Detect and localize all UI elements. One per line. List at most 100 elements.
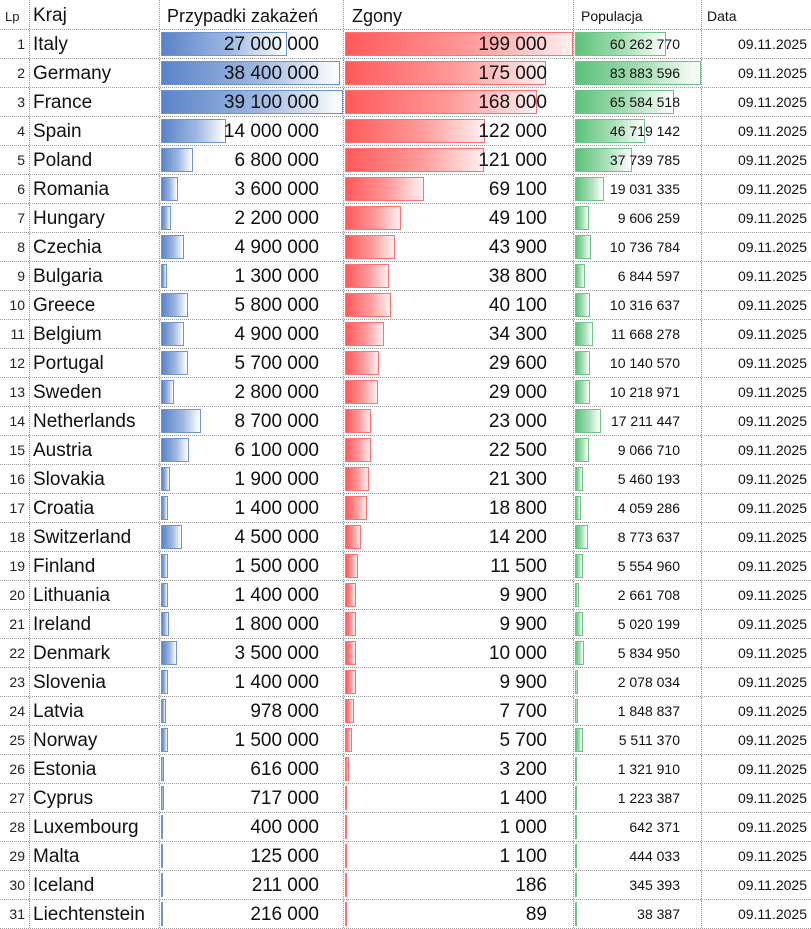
cell-population[interactable]: 83 883 596 [574, 59, 702, 87]
cell-date[interactable]: 09.11.2025 [702, 871, 811, 899]
cell-country[interactable]: Netherlands [30, 407, 160, 435]
cell-population[interactable]: 345 393 [574, 871, 702, 899]
cell-deaths[interactable]: 38 800 [344, 262, 574, 290]
cell-country[interactable]: Spain [30, 117, 160, 145]
cell-cases[interactable]: 211 000 [160, 871, 344, 899]
cell-country[interactable]: Bulgaria [30, 262, 160, 290]
cell-deaths[interactable]: 168 000 [344, 88, 574, 116]
cell-deaths[interactable]: 43 900 [344, 233, 574, 261]
cell-country[interactable]: Portugal [30, 349, 160, 377]
cell-date[interactable]: 09.11.2025 [702, 552, 811, 580]
cell-country[interactable]: Greece [30, 291, 160, 319]
cell-population[interactable]: 4 059 286 [574, 494, 702, 522]
cell-cases[interactable]: 400 000 [160, 813, 344, 841]
cell-date[interactable]: 09.11.2025 [702, 88, 811, 116]
cell-lp[interactable]: 24 [0, 697, 30, 725]
cell-date[interactable]: 09.11.2025 [702, 523, 811, 551]
cell-country[interactable]: Romania [30, 175, 160, 203]
cell-lp[interactable]: 28 [0, 813, 30, 841]
cell-lp[interactable]: 3 [0, 88, 30, 116]
header-country[interactable]: Kraj [30, 0, 160, 29]
cell-deaths[interactable]: 122 000 [344, 117, 574, 145]
cell-lp[interactable]: 26 [0, 755, 30, 783]
cell-deaths[interactable]: 34 300 [344, 320, 574, 348]
cell-country[interactable]: Czechia [30, 233, 160, 261]
cell-deaths[interactable]: 29 600 [344, 349, 574, 377]
cell-deaths[interactable]: 69 100 [344, 175, 574, 203]
cell-deaths[interactable]: 29 000 [344, 378, 574, 406]
cell-cases[interactable]: 125 000 [160, 842, 344, 870]
cell-population[interactable]: 444 033 [574, 842, 702, 870]
cell-cases[interactable]: 2 200 000 [160, 204, 344, 232]
cell-cases[interactable]: 717 000 [160, 784, 344, 812]
cell-lp[interactable]: 12 [0, 349, 30, 377]
cell-cases[interactable]: 14 000 000 [160, 117, 344, 145]
cell-deaths[interactable]: 1 400 [344, 784, 574, 812]
cell-date[interactable]: 09.11.2025 [702, 349, 811, 377]
cell-population[interactable]: 46 719 142 [574, 117, 702, 145]
cell-date[interactable]: 09.11.2025 [702, 262, 811, 290]
cell-cases[interactable]: 4 900 000 [160, 233, 344, 261]
cell-date[interactable]: 09.11.2025 [702, 175, 811, 203]
cell-lp[interactable]: 21 [0, 610, 30, 638]
cell-lp[interactable]: 11 [0, 320, 30, 348]
cell-country[interactable]: Germany [30, 59, 160, 87]
cell-population[interactable]: 2 078 034 [574, 668, 702, 696]
cell-population[interactable]: 5 834 950 [574, 639, 702, 667]
cell-date[interactable]: 09.11.2025 [702, 900, 811, 928]
cell-population[interactable]: 38 387 [574, 900, 702, 928]
cell-lp[interactable]: 9 [0, 262, 30, 290]
cell-country[interactable]: Estonia [30, 755, 160, 783]
cell-country[interactable]: Austria [30, 436, 160, 464]
cell-lp[interactable]: 5 [0, 146, 30, 174]
cell-cases[interactable]: 8 700 000 [160, 407, 344, 435]
cell-date[interactable]: 09.11.2025 [702, 697, 811, 725]
cell-lp[interactable]: 19 [0, 552, 30, 580]
cell-date[interactable]: 09.11.2025 [702, 494, 811, 522]
cell-population[interactable]: 5 460 193 [574, 465, 702, 493]
cell-population[interactable]: 9 606 259 [574, 204, 702, 232]
cell-lp[interactable]: 16 [0, 465, 30, 493]
cell-lp[interactable]: 27 [0, 784, 30, 812]
cell-country[interactable]: Norway [30, 726, 160, 754]
cell-population[interactable]: 6 844 597 [574, 262, 702, 290]
cell-lp[interactable]: 13 [0, 378, 30, 406]
cell-cases[interactable]: 1 400 000 [160, 581, 344, 609]
cell-population[interactable]: 1 223 387 [574, 784, 702, 812]
cell-country[interactable]: Croatia [30, 494, 160, 522]
cell-country[interactable]: Poland [30, 146, 160, 174]
cell-date[interactable]: 09.11.2025 [702, 30, 811, 58]
cell-date[interactable]: 09.11.2025 [702, 204, 811, 232]
cell-country[interactable]: France [30, 88, 160, 116]
cell-lp[interactable]: 23 [0, 668, 30, 696]
cell-lp[interactable]: 14 [0, 407, 30, 435]
cell-date[interactable]: 09.11.2025 [702, 639, 811, 667]
cell-cases[interactable]: 5 800 000 [160, 291, 344, 319]
cell-deaths[interactable]: 14 200 [344, 523, 574, 551]
cell-cases[interactable]: 27 000 000 [160, 30, 344, 58]
cell-cases[interactable]: 1 400 000 [160, 494, 344, 522]
cell-deaths[interactable]: 121 000 [344, 146, 574, 174]
cell-country[interactable]: Cyprus [30, 784, 160, 812]
cell-deaths[interactable]: 89 [344, 900, 574, 928]
cell-date[interactable]: 09.11.2025 [702, 146, 811, 174]
cell-population[interactable]: 5 511 370 [574, 726, 702, 754]
cell-lp[interactable]: 1 [0, 30, 30, 58]
cell-population[interactable]: 19 031 335 [574, 175, 702, 203]
cell-date[interactable]: 09.11.2025 [702, 465, 811, 493]
cell-country[interactable]: Latvia [30, 697, 160, 725]
cell-country[interactable]: Lithuania [30, 581, 160, 609]
header-date[interactable]: Data [707, 8, 737, 24]
cell-deaths[interactable]: 40 100 [344, 291, 574, 319]
cell-cases[interactable]: 1 500 000 [160, 726, 344, 754]
cell-date[interactable]: 09.11.2025 [702, 117, 811, 145]
cell-population[interactable]: 1 848 837 [574, 697, 702, 725]
cell-lp[interactable]: 22 [0, 639, 30, 667]
cell-population[interactable]: 37 739 785 [574, 146, 702, 174]
cell-date[interactable]: 09.11.2025 [702, 436, 811, 464]
cell-country[interactable]: Liechtenstein [30, 900, 160, 928]
cell-deaths[interactable]: 49 100 [344, 204, 574, 232]
cell-cases[interactable]: 1 900 000 [160, 465, 344, 493]
cell-cases[interactable]: 1 500 000 [160, 552, 344, 580]
cell-population[interactable]: 10 218 971 [574, 378, 702, 406]
